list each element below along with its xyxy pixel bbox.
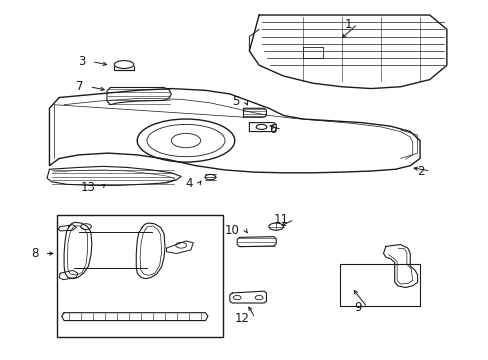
Text: 13: 13 [81,181,96,194]
Text: 1: 1 [344,18,351,31]
Text: 3: 3 [79,55,86,68]
Bar [57,215,222,337]
Text: 9: 9 [353,301,361,314]
Text: 10: 10 [224,224,239,237]
Text: 8: 8 [31,247,39,260]
Text: 6: 6 [268,123,276,136]
Text: 2: 2 [417,165,424,177]
Text: 12: 12 [234,311,249,325]
Text: 4: 4 [185,177,193,190]
Text: 5: 5 [232,95,239,108]
Text: 11: 11 [273,213,288,226]
Text: 7: 7 [76,80,83,93]
